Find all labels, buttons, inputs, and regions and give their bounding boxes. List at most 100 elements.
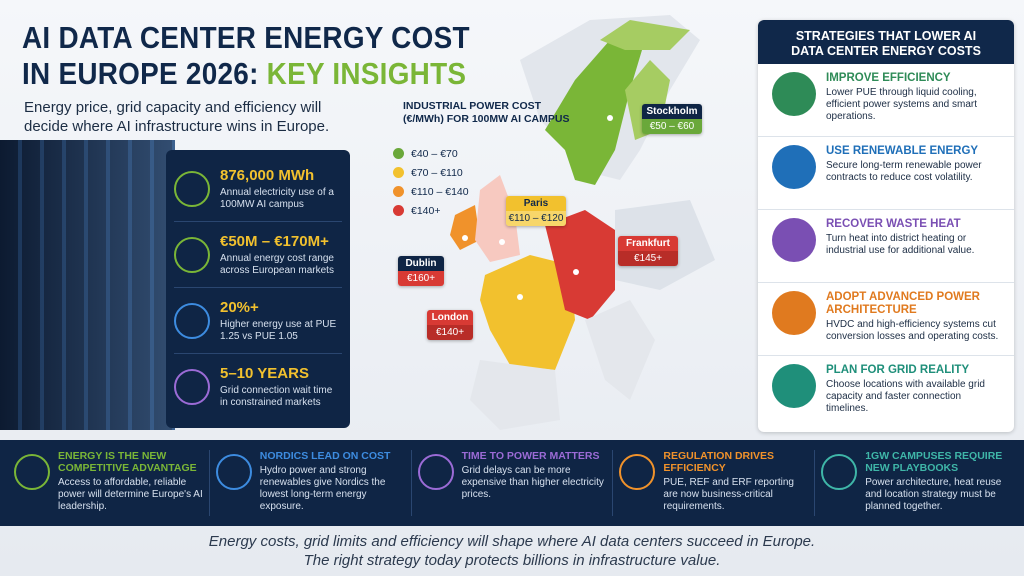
legend-item: €110 – €140	[393, 182, 469, 201]
strategies-panel: STRATEGIES THAT LOWER AI DATA CENTER ENE…	[758, 20, 1014, 432]
legend-item: €140+	[393, 201, 469, 220]
land	[585, 300, 655, 400]
strategy-body: IMPROVE EFFICIENCY Lower PUE through liqu…	[826, 72, 1006, 136]
insight-body: TIME TO POWER MATTERS Grid delays can be …	[462, 450, 607, 516]
legend-swatch	[393, 148, 404, 159]
city-dot	[573, 269, 579, 275]
legend-item: €70 – €110	[393, 163, 469, 182]
strategy: PLAN FOR GRID REALITY Choose locations wi…	[758, 356, 1014, 429]
city-price: €140+	[427, 325, 473, 340]
city-label: Paris €110 – €120	[506, 196, 566, 226]
city-name: Dublin	[398, 256, 444, 271]
legend: €40 – €70 €70 – €110 €110 – €140 €140+	[393, 144, 469, 220]
icon	[417, 454, 454, 490]
insight-body: ENERGY IS THE NEW COMPETITIVE ADVANTAGE A…	[58, 450, 203, 516]
stat: 876,000 MWh Annual electricity use of a 1…	[174, 156, 342, 222]
insight-text: PUE, REF and ERF reporting are now busin…	[663, 477, 794, 512]
region	[545, 210, 615, 320]
region	[475, 175, 520, 262]
strategy-text: Turn heat into district heating or indus…	[826, 233, 975, 256]
insight-body: NORDICS LEAD ON COST Hydro power and stro…	[260, 450, 405, 516]
title: IN EUROPE 2026: KEY INSIGHTS	[22, 56, 466, 92]
city-price: €145+	[618, 251, 678, 266]
insight-body: 1GW CAMPUSES REQUIRE NEW PLAYBOOKS Power …	[865, 450, 1010, 516]
icon	[772, 291, 816, 335]
insight-title: 1GW CAMPUSES REQUIRE NEW PLAYBOOKS	[865, 450, 1003, 474]
stat-value: €50M – €170M+	[220, 232, 329, 250]
legend-label: €110 – €140	[411, 185, 469, 198]
strategy-text: Lower PUE through liquid cooling, effici…	[826, 87, 977, 122]
strategy-text: Choose locations with available grid cap…	[826, 379, 985, 414]
legend-swatch	[393, 167, 404, 178]
strategy-title: RECOVER WASTE HEAT	[826, 218, 961, 230]
stat-label: Annual energy cost range across European…	[220, 252, 334, 276]
icon	[174, 369, 210, 405]
stat-value: 876,000 MWh	[220, 166, 315, 184]
insight-text: Grid delays can be more expensive than h…	[461, 465, 604, 500]
strategy: RECOVER WASTE HEAT Turn heat into distric…	[758, 210, 1014, 283]
title-highlight: KEY INSIGHTS	[266, 56, 467, 91]
region	[600, 20, 690, 50]
legend-label: €140+	[411, 204, 441, 217]
region	[450, 205, 480, 250]
insight-text: Hydro power and strong renewables give N…	[259, 465, 386, 512]
strategy-title: IMPROVE EFFICIENCY	[826, 72, 951, 84]
city-dot	[462, 235, 468, 241]
insight-title: NORDICS LEAD ON COST	[259, 450, 391, 462]
insight-title: ENERGY IS THE NEW COMPETITIVE ADVANTAGE	[58, 450, 197, 474]
strategy-title: PLAN FOR GRID REALITY	[826, 364, 970, 376]
title: AI DATA CENTER ENERGY COST	[22, 20, 470, 55]
strategy-title: ADOPT ADVANCED POWER ARCHITECTURE	[826, 291, 980, 316]
stat: €50M – €170M+ Annual energy cost range ac…	[174, 222, 342, 288]
map-title: INDUSTRIAL POWER COST (€/MWh) FOR 100MW …	[403, 100, 570, 125]
strategy-title: USE RENEWABLE ENERGY	[826, 145, 979, 157]
icon	[174, 236, 210, 273]
insight: 1GW CAMPUSES REQUIRE NEW PLAYBOOKS Power …	[815, 450, 1016, 516]
strategy-body: PLAN FOR GRID REALITY Choose locations wi…	[826, 364, 1006, 429]
strategy-body: ADOPT ADVANCED POWER ARCHITECTURE HVDC an…	[826, 291, 1006, 355]
insight: REGULATION DRIVES EFFICIENCY PUE, REF and…	[613, 450, 816, 516]
icon	[772, 218, 816, 262]
legend-label: €40 – €70	[411, 147, 458, 160]
insight-title: REGULATION DRIVES EFFICIENCY	[663, 450, 775, 474]
stat-value: 20%+	[220, 298, 259, 316]
insight: ENERGY IS THE NEW COMPETITIVE ADVANTAGE A…	[8, 450, 210, 516]
stat-label: Higher energy use at PUE 1.25 vs PUE 1.0…	[220, 318, 337, 342]
icon	[14, 454, 50, 490]
city-label: Frankfurt €145+	[618, 236, 678, 266]
footer-line: The right strategy today protects billio…	[303, 552, 721, 569]
footer: Energy costs, grid limits and efficiency…	[0, 532, 1024, 570]
insight-body: REGULATION DRIVES EFFICIENCY PUE, REF and…	[663, 450, 808, 516]
insights-strip: ENERGY IS THE NEW COMPETITIVE ADVANTAGE A…	[0, 440, 1024, 526]
legend-label: €70 – €110	[411, 166, 463, 179]
city-name: Stockholm	[642, 104, 702, 119]
region	[545, 40, 645, 185]
stat: 20%+ Higher energy use at PUE 1.25 vs PUE…	[174, 288, 342, 354]
strategy-text: Secure long-term renewable power contrac…	[826, 160, 982, 183]
stats-panel: 876,000 MWh Annual electricity use of a 1…	[166, 150, 350, 428]
server-image	[0, 140, 175, 430]
city-dot	[517, 294, 523, 300]
insight-text: Power architecture, heat reuse and locat…	[865, 477, 1002, 512]
icon	[772, 72, 816, 116]
strategy: ADOPT ADVANCED POWER ARCHITECTURE HVDC an…	[758, 283, 1014, 356]
insight-text: Access to affordable, reliable power wil…	[58, 477, 203, 512]
strategy-body: RECOVER WASTE HEAT Turn heat into distric…	[826, 218, 1006, 282]
city-dot	[499, 239, 505, 245]
icon	[772, 364, 816, 408]
insight-title: TIME TO POWER MATTERS	[461, 450, 600, 462]
strategy: IMPROVE EFFICIENCY Lower PUE through liqu…	[758, 64, 1014, 137]
stat-label: Grid connection wait time in constrained…	[220, 385, 333, 408]
city-label: Dublin €160+	[398, 256, 444, 286]
icon	[215, 454, 252, 490]
icon	[174, 302, 210, 339]
legend-swatch	[393, 205, 404, 216]
strategy: USE RENEWABLE ENERGY Secure long-term ren…	[758, 137, 1014, 210]
title-part: IN EUROPE 2026:	[22, 56, 259, 91]
city-dot	[607, 115, 613, 121]
strategy-text: HVDC and high-efficiency systems cut con…	[826, 319, 999, 342]
city-name: Frankfurt	[618, 236, 678, 251]
icon	[821, 454, 858, 490]
insight: NORDICS LEAD ON COST Hydro power and stro…	[210, 450, 412, 516]
